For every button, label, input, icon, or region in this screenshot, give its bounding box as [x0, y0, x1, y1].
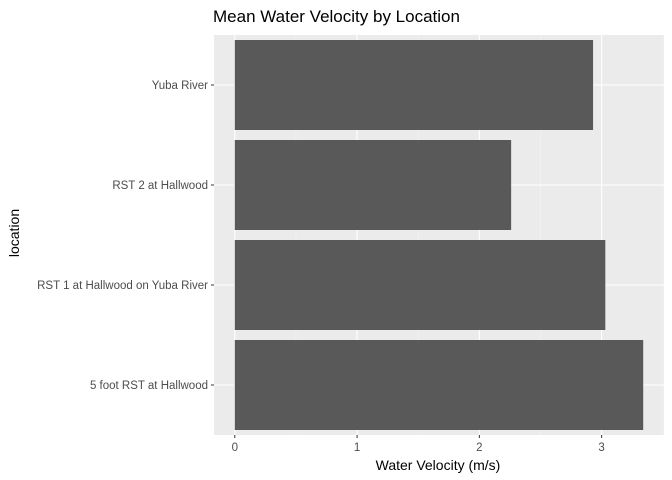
y-tick-label: 5 foot RST at Hallwood: [90, 380, 208, 392]
x-axis: 0 1 2 3: [232, 435, 605, 454]
chart-title: Mean Water Velocity by Location: [213, 7, 460, 26]
x-tick-label: 3: [598, 442, 604, 454]
y-tick-label: Yuba River: [152, 80, 208, 92]
x-tick-label: 0: [232, 442, 238, 454]
bar: [234, 40, 594, 130]
bar: [234, 340, 644, 430]
bar: [234, 240, 606, 330]
y-axis: Yuba River RST 2 at Hallwood RST 1 at Hall…: [37, 80, 214, 392]
y-tick-label: RST 1 at Hallwood on Yuba River: [37, 280, 208, 292]
y-axis-title: location: [6, 209, 22, 257]
x-axis-title: Water Velocity (m/s): [376, 457, 501, 473]
x-tick-label: 2: [476, 442, 482, 454]
bars: [234, 40, 644, 430]
bar: [234, 140, 512, 230]
y-tick-label: RST 2 at Hallwood: [112, 180, 208, 192]
x-tick-label: 1: [354, 442, 360, 454]
